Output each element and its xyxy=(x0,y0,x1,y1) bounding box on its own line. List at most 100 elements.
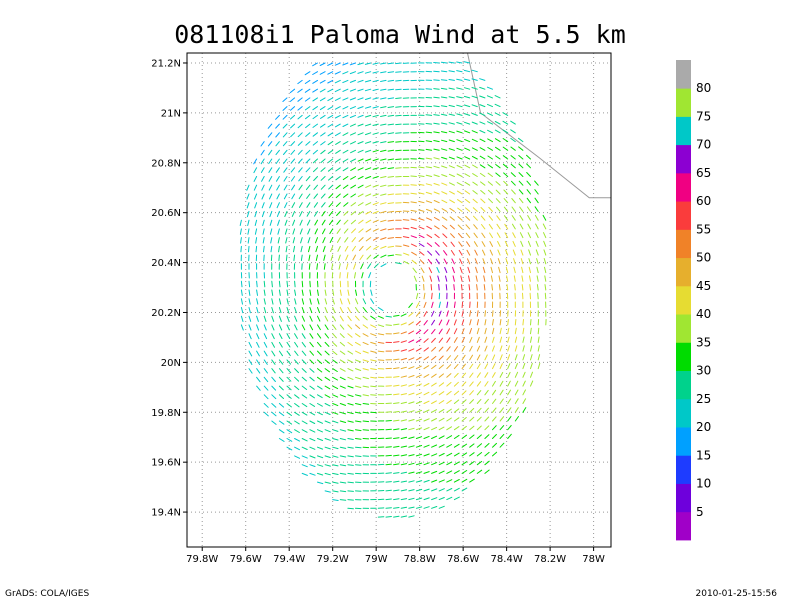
wind-vector xyxy=(452,266,455,274)
wind-vector xyxy=(433,122,440,125)
wind-vector xyxy=(400,393,407,396)
wind-vector xyxy=(380,228,387,231)
wind-vector xyxy=(385,420,392,422)
wind-vector xyxy=(433,217,440,221)
wind-vector xyxy=(474,249,478,256)
wind-vector xyxy=(543,232,547,239)
wind-vector xyxy=(527,215,531,221)
wind-vector xyxy=(492,345,495,352)
wind-vector xyxy=(502,129,509,134)
wind-vector xyxy=(357,141,364,145)
wind-vector xyxy=(305,114,311,120)
wind-vector xyxy=(350,158,356,163)
wind-vector xyxy=(332,385,339,390)
wind-vector xyxy=(301,376,307,382)
wind-vector xyxy=(491,284,493,291)
wind-vector xyxy=(400,471,408,474)
wind-vector xyxy=(304,79,311,84)
wind-vector xyxy=(365,210,372,215)
wind-vector xyxy=(481,241,486,247)
wind-vector xyxy=(276,202,280,209)
wind-vector xyxy=(518,163,524,169)
wind-vector xyxy=(309,446,316,450)
wind-vector xyxy=(343,210,349,216)
wind-vector xyxy=(263,324,267,331)
wind-vector xyxy=(372,88,379,91)
y-tick-label: 20N xyxy=(161,358,181,369)
wind-vector xyxy=(248,245,250,253)
wind-vector xyxy=(332,411,339,415)
wind-vector xyxy=(438,470,445,474)
wind-vector xyxy=(476,372,481,378)
wind-vector xyxy=(499,389,504,396)
wind-vector xyxy=(487,164,493,169)
wind-vector xyxy=(332,481,339,484)
wind-vector xyxy=(520,249,524,256)
wind-vector xyxy=(276,193,280,200)
wind-vector xyxy=(433,88,440,90)
wind-vector xyxy=(484,389,489,396)
wind-vector xyxy=(364,62,372,65)
wind-vector xyxy=(309,464,316,467)
wind-vector xyxy=(305,149,311,155)
wind-vector xyxy=(458,233,463,239)
wind-vector xyxy=(522,345,525,352)
wind-vector xyxy=(445,284,448,291)
wind-vector xyxy=(339,315,344,322)
wind-vector xyxy=(461,354,466,361)
wind-vector xyxy=(286,446,293,451)
wind-vector xyxy=(350,219,356,225)
wind-vector xyxy=(479,138,486,143)
wind-vector xyxy=(301,394,308,399)
wind-vector xyxy=(464,130,471,134)
wind-vector xyxy=(514,336,518,343)
wind-vector xyxy=(415,292,419,300)
wind-vector xyxy=(446,337,451,343)
wind-vector xyxy=(294,385,300,391)
wind-vector xyxy=(450,233,455,239)
wind-vector xyxy=(446,435,453,439)
wind-vector xyxy=(305,176,311,182)
wind-vector xyxy=(395,149,402,152)
wind-vector xyxy=(349,97,356,101)
wind-vector xyxy=(444,267,448,274)
wind-vector xyxy=(441,182,448,186)
wind-vector xyxy=(246,193,250,200)
wind-vector xyxy=(370,289,373,296)
wind-vector xyxy=(488,223,493,230)
wind-vector xyxy=(275,149,280,156)
wind-vector xyxy=(365,202,372,206)
wind-vector xyxy=(347,429,354,432)
wind-vector xyxy=(476,416,482,422)
wind-vector xyxy=(355,438,362,440)
wind-vector xyxy=(339,394,346,398)
wind-vector xyxy=(456,182,463,186)
wind-vector xyxy=(248,307,251,314)
wind-vector xyxy=(440,96,448,99)
wind-vector xyxy=(427,258,433,265)
wind-vector xyxy=(347,481,354,484)
wind-vector xyxy=(480,215,486,221)
wind-vector xyxy=(345,263,349,270)
wind-vector xyxy=(246,210,250,218)
wind-vector xyxy=(511,189,516,195)
wind-vector xyxy=(476,363,481,370)
wind-vector xyxy=(365,193,372,197)
wind-vector xyxy=(269,193,273,200)
wind-vector xyxy=(370,368,377,370)
wind-vector xyxy=(448,96,455,99)
wind-vector xyxy=(449,207,455,212)
wind-vector xyxy=(507,398,512,404)
wind-vector xyxy=(537,336,540,343)
wind-vector xyxy=(418,200,425,204)
wind-vector xyxy=(352,254,356,261)
wind-vector xyxy=(298,193,303,200)
wind-vector xyxy=(408,410,415,413)
wind-vector xyxy=(275,114,280,120)
wind-vector xyxy=(385,498,392,501)
wind-vector xyxy=(304,97,311,102)
wind-vector xyxy=(355,403,362,406)
wind-vector xyxy=(423,479,430,483)
wind-vector xyxy=(492,451,498,457)
wind-vector xyxy=(453,301,456,308)
